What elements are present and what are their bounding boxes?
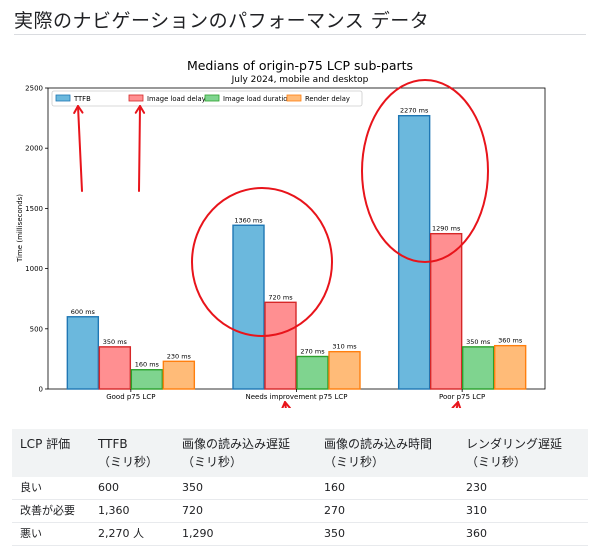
table-cell: 720 <box>174 499 316 523</box>
y-tick-label: 1000 <box>25 265 43 273</box>
annotation-arrowhead <box>451 401 462 408</box>
legend-swatch <box>55 94 71 102</box>
header-main-label: レンダリング遅延 <box>466 437 563 451</box>
annotation-arrowhead <box>73 105 84 115</box>
plot-area: 0 500 1000 1500 2000 2500 600 ms 350 ms 160 ms 23… <box>25 85 546 401</box>
table-cell: 良い <box>12 477 90 500</box>
annotation-arrow <box>77 105 83 192</box>
header-main-label: LCP 評価 <box>20 437 71 451</box>
x-tick-label: Needs improvement p75 LCP <box>246 393 348 401</box>
annotation-layer <box>73 79 489 408</box>
table-cell: 160 <box>316 477 458 500</box>
chart-title: Medians of origin-p75 LCP sub-parts <box>187 58 413 73</box>
y-tick-label: 2000 <box>25 145 43 153</box>
bar-image-load-delay <box>98 346 132 390</box>
table-cell: 1,290 <box>174 522 316 546</box>
header-main-label: 画像の読み込み遅延 <box>182 437 291 451</box>
table-cell: 2,270 人 <box>90 522 174 546</box>
table-cell: 310 <box>458 499 588 523</box>
table-cell: 悪い <box>12 522 90 546</box>
bar-image-load-duration <box>296 355 329 390</box>
bar-data-label: 720 ms <box>268 293 293 301</box>
table-row: 改善が必要 1,360 720 270 310 <box>12 499 588 523</box>
annotation-circle <box>191 187 333 337</box>
bar-data-label: 600 ms <box>71 308 96 316</box>
y-axis-label: Time (milliseconds) <box>16 194 24 263</box>
bar-ttfb <box>66 316 100 390</box>
header-main-label: TTFB <box>98 437 128 451</box>
bar-ttfb <box>397 114 431 390</box>
page-heading: 実際のナビゲーションのパフォーマンス データ <box>14 10 430 32</box>
table-header-cell: 画像の読み込み時間 （ミリ秒） <box>316 429 458 477</box>
bar-data-label: 1290 ms <box>432 225 461 233</box>
x-tick-label: Poor p75 LCP <box>439 393 485 401</box>
legend-swatch <box>204 94 220 102</box>
legend-label: Image load duration <box>223 95 292 103</box>
bar-ttfb <box>232 224 265 390</box>
table-header-cell: LCP 評価 <box>12 429 90 477</box>
bar-data-label: 310 ms <box>332 343 357 351</box>
header-sub-label: （ミリ秒） <box>466 455 527 469</box>
table-cell: 350 <box>316 522 458 546</box>
legend-label: Image load delay <box>147 95 206 103</box>
annotation-circle <box>361 79 489 263</box>
table-cell: 改善が必要 <box>12 499 90 523</box>
table-cell: 270 <box>316 499 458 523</box>
bar-data-label: 160 ms <box>135 361 160 369</box>
bar-data-label: 270 ms <box>300 347 325 355</box>
bar-data-label: 2270 ms <box>400 107 429 115</box>
table-header-row: LCP 評価 TTFB （ミリ秒） 画像の読み込み遅延 （ミリ秒） 画像の読み込… <box>12 429 588 477</box>
table-header-cell: TTFB （ミリ秒） <box>90 429 174 477</box>
legend-label: Render delay <box>305 95 350 103</box>
chart-subtitle: July 2024, mobile and desktop <box>231 75 369 85</box>
bar-image-load-duration <box>461 346 495 390</box>
table-cell: 600 <box>90 477 174 500</box>
table-cell: 1,360 <box>90 499 174 523</box>
table-row: 良い 600 350 160 230 <box>12 477 588 500</box>
bar-data-label: 350 ms <box>103 338 128 346</box>
legend-swatch <box>128 94 144 102</box>
legend-label: TTFB <box>73 95 91 103</box>
lcp-subparts-chart: Medians of origin-p75 LCP sub-parts July… <box>16 58 546 408</box>
y-tick-label: 500 <box>30 325 43 333</box>
table-cell: 230 <box>458 477 588 500</box>
annotation-arrow <box>138 105 141 192</box>
bar-render-delay <box>162 360 196 390</box>
y-tick-label: 2500 <box>25 85 43 93</box>
bar-data-label: 230 ms <box>167 352 192 360</box>
header-sub-label: （ミリ秒） <box>98 455 159 469</box>
bar-data-label: 1360 ms <box>234 216 263 224</box>
chart-legend: TTFB Image load delay Image load duration R… <box>51 90 363 107</box>
lcp-data-table: LCP 評価 TTFB （ミリ秒） 画像の読み込み遅延 （ミリ秒） 画像の読み込… <box>12 429 588 546</box>
bar-render-delay <box>328 350 361 390</box>
table-cell: 350 <box>174 477 316 500</box>
table-header-cell: 画像の読み込み遅延 （ミリ秒） <box>174 429 316 477</box>
bar-image-load-duration <box>130 369 164 390</box>
bar-image-load-delay <box>429 232 463 390</box>
bar-render-delay <box>493 344 527 390</box>
annotation-arrowhead <box>281 401 292 408</box>
bar-data-label: 350 ms <box>466 338 491 346</box>
table-row: 悪い 2,270 人 1,290 350 360 <box>12 522 588 546</box>
table-cell: 360 <box>458 522 588 546</box>
legend-swatch <box>286 94 302 102</box>
annotation-arrowhead <box>134 105 146 114</box>
y-tick-label: 0 <box>39 386 43 394</box>
header-sub-label: （ミリ秒） <box>182 455 243 469</box>
bar-image-load-delay <box>264 301 297 390</box>
table-header-cell: レンダリング遅延 （ミリ秒） <box>458 429 588 477</box>
heading-divider <box>14 34 586 35</box>
y-tick-label: 1500 <box>25 205 43 213</box>
header-main-label: 画像の読み込み時間 <box>324 437 433 451</box>
x-tick-label: Good p75 LCP <box>106 393 155 401</box>
header-sub-label: （ミリ秒） <box>324 455 385 469</box>
bar-data-label: 360 ms <box>498 337 523 345</box>
